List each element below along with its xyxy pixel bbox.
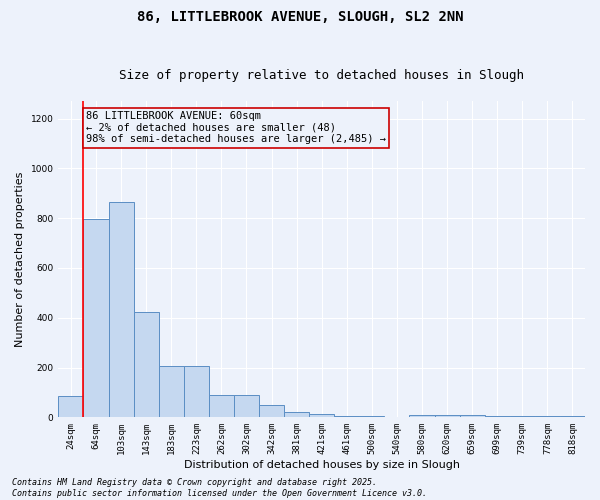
Bar (510, 416, 535, 418)
Bar (460, 415, 485, 418)
Bar (309, 414, 334, 418)
Bar (434, 415, 460, 418)
Bar (184, 366, 209, 418)
Bar (234, 395, 259, 417)
Text: 86, LITTLEBROOK AVENUE, SLOUGH, SL2 2NN: 86, LITTLEBROOK AVENUE, SLOUGH, SL2 2NN (137, 10, 463, 24)
Bar (485, 416, 510, 418)
Bar (134, 312, 159, 418)
Title: Size of property relative to detached houses in Slough: Size of property relative to detached ho… (119, 69, 524, 82)
Text: 86 LITTLEBROOK AVENUE: 60sqm
← 2% of detached houses are smaller (48)
98% of sem: 86 LITTLEBROOK AVENUE: 60sqm ← 2% of det… (86, 111, 386, 144)
Bar (109, 202, 134, 418)
Bar (209, 395, 234, 417)
Y-axis label: Number of detached properties: Number of detached properties (15, 172, 25, 347)
Bar (535, 416, 560, 418)
Text: Contains HM Land Registry data © Crown copyright and database right 2025.
Contai: Contains HM Land Registry data © Crown c… (12, 478, 427, 498)
Bar (334, 416, 359, 418)
X-axis label: Distribution of detached houses by size in Slough: Distribution of detached houses by size … (184, 460, 460, 470)
Bar (159, 366, 184, 418)
Bar (284, 412, 309, 418)
Bar (83, 220, 109, 418)
Bar (58, 396, 83, 417)
Bar (259, 405, 284, 417)
Bar (409, 415, 434, 418)
Bar (359, 416, 385, 418)
Bar (560, 416, 585, 418)
